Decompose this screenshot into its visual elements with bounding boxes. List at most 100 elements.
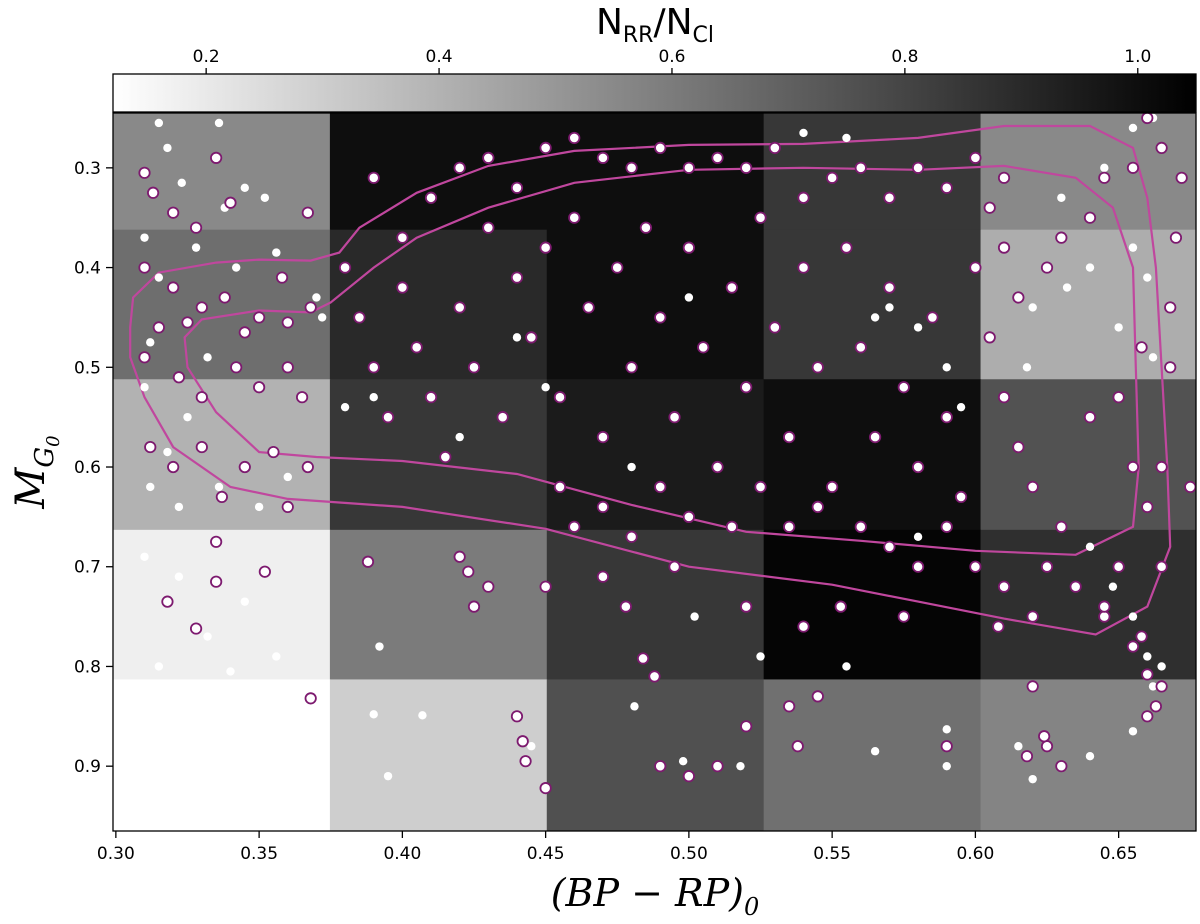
open-point xyxy=(1155,460,1168,474)
colorbar-tick-label: 0.6 xyxy=(658,47,685,67)
open-point xyxy=(797,261,810,274)
open-point xyxy=(897,381,910,394)
open-point xyxy=(218,291,231,304)
open-point xyxy=(1155,680,1168,693)
open-point xyxy=(138,166,151,179)
open-point xyxy=(195,301,208,314)
colorbar-tick-label: 1.0 xyxy=(1124,47,1151,67)
filled-point xyxy=(177,178,186,188)
filled-point xyxy=(1114,323,1123,332)
open-point xyxy=(740,720,753,733)
open-point xyxy=(1040,560,1054,573)
open-point xyxy=(467,600,481,613)
open-point xyxy=(883,281,896,294)
open-point xyxy=(969,151,982,164)
filled-point xyxy=(1143,652,1152,661)
filled-point xyxy=(870,747,880,756)
open-point xyxy=(725,281,738,294)
filled-point xyxy=(418,711,427,720)
open-point xyxy=(768,141,781,155)
filled-point xyxy=(226,667,235,676)
filled-point xyxy=(455,432,464,442)
colorbar: 0.2 0.4 0.6 0.8 1.0 NRR/NCl xyxy=(112,2,1197,113)
x-tick-label: 0.30 xyxy=(97,844,135,864)
open-point xyxy=(367,361,380,374)
open-point xyxy=(1098,610,1111,623)
x-tick-label: 0.35 xyxy=(240,844,278,864)
open-point xyxy=(983,201,996,214)
filled-point xyxy=(627,462,636,472)
open-point xyxy=(1040,740,1054,753)
filled-point xyxy=(870,313,880,322)
filled-point xyxy=(1157,662,1166,671)
open-point xyxy=(1149,700,1162,713)
open-point xyxy=(195,440,208,454)
filled-point xyxy=(369,393,378,402)
open-point xyxy=(654,760,667,773)
open-point xyxy=(1141,710,1154,723)
heatmap-cell xyxy=(329,113,548,231)
open-point xyxy=(582,301,595,314)
open-point xyxy=(1126,640,1140,653)
open-point xyxy=(1141,668,1154,681)
filled-point xyxy=(1085,542,1095,551)
filled-point xyxy=(272,652,281,661)
y-tick-label: 0.9 xyxy=(74,757,101,777)
open-point xyxy=(668,411,681,424)
open-point xyxy=(1141,113,1154,125)
open-point xyxy=(167,460,180,474)
open-point xyxy=(992,620,1005,633)
open-point xyxy=(840,241,853,254)
heatmap-cell xyxy=(980,113,1196,231)
open-point xyxy=(453,550,466,563)
filled-point xyxy=(154,118,164,128)
open-point xyxy=(826,480,839,494)
open-point xyxy=(1098,600,1111,613)
y-tick-label: 0.3 xyxy=(74,159,101,179)
x-axis-title: (BP − RP)0 xyxy=(551,871,760,921)
open-point xyxy=(911,161,925,174)
filled-point xyxy=(678,756,688,766)
plot-frame xyxy=(112,112,1197,832)
open-point xyxy=(596,430,610,444)
open-point xyxy=(997,391,1011,404)
open-point xyxy=(682,510,695,523)
filled-point xyxy=(512,333,522,342)
open-point xyxy=(940,181,953,194)
open-point xyxy=(510,181,524,194)
filled-point xyxy=(272,248,281,257)
filled-point xyxy=(283,472,292,482)
open-point xyxy=(711,151,724,164)
open-point xyxy=(826,171,839,184)
open-point xyxy=(1135,630,1148,643)
colorbar-tick-label: 0.4 xyxy=(426,47,453,67)
filled-point xyxy=(146,338,155,347)
open-point xyxy=(791,740,804,753)
open-point xyxy=(1083,211,1097,224)
filled-point xyxy=(1022,363,1032,372)
y-axis-title: MG0 xyxy=(8,435,64,509)
heatmap-cell xyxy=(546,229,765,380)
heatmap-cell xyxy=(546,529,765,680)
open-point xyxy=(869,430,882,444)
open-point xyxy=(596,500,610,514)
open-point xyxy=(1175,171,1188,184)
open-point xyxy=(258,565,271,578)
open-point xyxy=(611,261,624,274)
x-tick-label: 0.55 xyxy=(813,844,851,864)
open-point xyxy=(1038,730,1051,743)
open-point xyxy=(189,221,203,234)
open-point xyxy=(338,261,352,274)
filled-point xyxy=(317,313,327,322)
open-point xyxy=(596,570,610,583)
open-point xyxy=(854,161,867,174)
filled-point xyxy=(214,118,224,128)
filled-point xyxy=(163,447,172,457)
open-point xyxy=(725,520,738,533)
heatmap-cell xyxy=(329,379,548,531)
open-point xyxy=(619,600,632,613)
open-point xyxy=(568,131,581,145)
filled-point xyxy=(254,502,264,512)
filled-point xyxy=(942,363,951,372)
